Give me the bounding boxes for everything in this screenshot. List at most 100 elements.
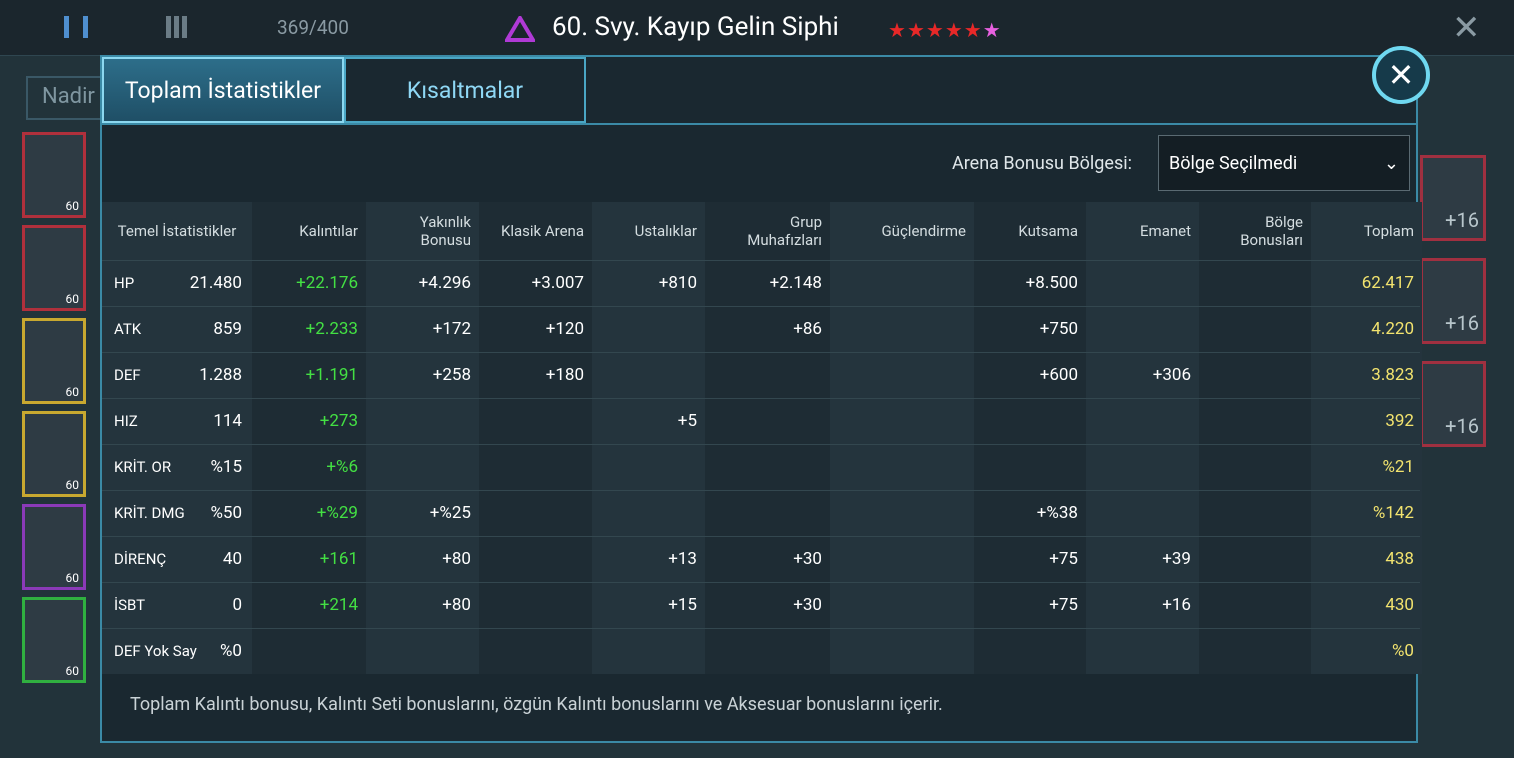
stat-value: +750 (1039, 319, 1078, 339)
hero-bonus: +16 (1445, 208, 1479, 232)
row-line (102, 628, 1420, 629)
stat-value: +75 (1049, 595, 1078, 615)
column-bg (974, 202, 1086, 674)
grid-icon[interactable] (166, 16, 188, 38)
search-box: Nadir (26, 76, 106, 120)
header-text: Yakınlık Bonusu (419, 213, 471, 249)
stat-value: +120 (545, 319, 584, 339)
base-value: 114 (213, 411, 242, 431)
stat-value: 392 (1385, 411, 1414, 431)
column-header: Klasik Arena (479, 202, 592, 260)
stat-cell: KRİT. DMG %50 (102, 490, 252, 536)
base-value: 1.288 (199, 365, 242, 385)
select-value: Bölge Seçilmedi (1169, 152, 1298, 174)
base-value: %0 (219, 641, 242, 661)
column-bg (830, 202, 974, 674)
stat-name: İSBT (114, 596, 146, 614)
hero-level: 60 (65, 571, 80, 585)
header-text: Ustalıklar (634, 222, 697, 240)
stars: ★ ★ ★ ★ ★ ★ (888, 18, 1001, 42)
header-text: Bölge Bonusları (1240, 213, 1303, 249)
tab-active[interactable]: Toplam İstatistikler (102, 57, 344, 123)
stat-cell: ATK 859 (102, 306, 252, 352)
stat-cell: DEF Yok Say %0 (102, 628, 252, 674)
stat-name: HP (114, 274, 135, 292)
column-bg (592, 202, 705, 674)
arena-select[interactable]: Bölge Seçilmedi ⌄ (1158, 135, 1410, 191)
column-bg (1086, 202, 1199, 674)
stat-value: +214 (319, 595, 358, 615)
row-line (102, 444, 1420, 445)
stat-value: +258 (432, 365, 471, 385)
stat-cell: DEF 1.288 (102, 352, 252, 398)
stat-value: +8.500 (1025, 273, 1078, 293)
stat-value: 4.220 (1371, 319, 1414, 339)
stat-value: +16 (1162, 595, 1191, 615)
column-bg (1199, 202, 1311, 674)
base-value: 21.480 (189, 273, 242, 293)
column-header: Emanet (1086, 202, 1199, 260)
header-text: Temel İstatistikler (117, 222, 237, 240)
column-header: Temel İstatistikler (102, 202, 252, 260)
column-header: Güçlendirme (830, 202, 974, 260)
stat-value: %142 (1372, 503, 1414, 523)
tab[interactable]: Kısaltmalar (344, 57, 586, 123)
row-line (102, 536, 1420, 537)
column-bg (479, 202, 592, 674)
stat-cell: HP 21.480 (102, 260, 252, 306)
stat-value: +5 (677, 411, 697, 431)
hero-level: 60 (65, 292, 80, 306)
stat-value: +2.148 (769, 273, 822, 293)
stat-cell: İSBT 0 (102, 582, 252, 628)
stat-value: +30 (793, 595, 822, 615)
star: ★ (888, 18, 906, 42)
footer-note: Toplam Kalıntı bonusu, Kalıntı Seti bonu… (130, 694, 943, 715)
base-value: %15 (210, 457, 242, 477)
stat-value: +80 (442, 595, 471, 615)
stats-table: Temel İstatistikler Kalıntılar Yakınlık Bo… (102, 202, 1422, 674)
hero-card: 60 (22, 597, 86, 683)
stat-value: +%29 (316, 503, 358, 523)
column-header: Yakınlık Bonusu (366, 202, 479, 260)
stat-value: +4.296 (418, 273, 471, 293)
stat-cell: KRİT. OR %15 (102, 444, 252, 490)
close-x[interactable]: ✕ (1452, 8, 1481, 48)
hero-card: +16 (1420, 361, 1486, 447)
column-header: Kutsama (974, 202, 1086, 260)
stat-name: KRİT. OR (114, 458, 172, 476)
header-text: Güçlendirme (881, 222, 966, 240)
row-line (102, 260, 1420, 261)
hero-bonus: +16 (1445, 311, 1479, 335)
row-line (102, 490, 1420, 491)
column-header: Toplam (1311, 202, 1422, 260)
top-bar: 369/400 60. Svy. Kayıp Gelin Siphi ★ ★ ★ ★ ★… (0, 0, 1514, 56)
hero-card: +16 (1420, 155, 1486, 241)
stat-value: +22.176 (296, 273, 358, 293)
stat-value: +80 (442, 549, 471, 569)
rarity-icon (505, 16, 535, 42)
column-header: Bölge Bonusları (1199, 202, 1311, 260)
menu-icon[interactable] (64, 16, 88, 38)
close-button[interactable]: ✕ (1372, 46, 1430, 104)
stat-cell: HIZ 114 (102, 398, 252, 444)
hero-card: 60 (22, 318, 86, 404)
base-value: %50 (210, 503, 242, 523)
column-header: Ustalıklar (592, 202, 705, 260)
hero-level: 60 (65, 199, 80, 213)
star: ★ (944, 18, 963, 42)
hero-card: 60 (22, 132, 86, 218)
stat-value: +600 (1039, 365, 1078, 385)
hero-card: 60 (22, 504, 86, 590)
header-text: Klasik Arena (500, 222, 584, 240)
stat-value: +810 (658, 273, 697, 293)
hero-bonus: +16 (1445, 414, 1479, 438)
hero-title: 60. Svy. Kayıp Gelin Siphi (552, 12, 839, 42)
column-header: Grup Muhafızları (705, 202, 830, 260)
column-header: Kalıntılar (252, 202, 366, 260)
stat-value: +172 (432, 319, 471, 339)
stat-value: +273 (319, 411, 358, 431)
header-text: Kutsama (1018, 222, 1078, 240)
stat-value: %21 (1382, 457, 1414, 477)
row-line (102, 306, 1420, 307)
